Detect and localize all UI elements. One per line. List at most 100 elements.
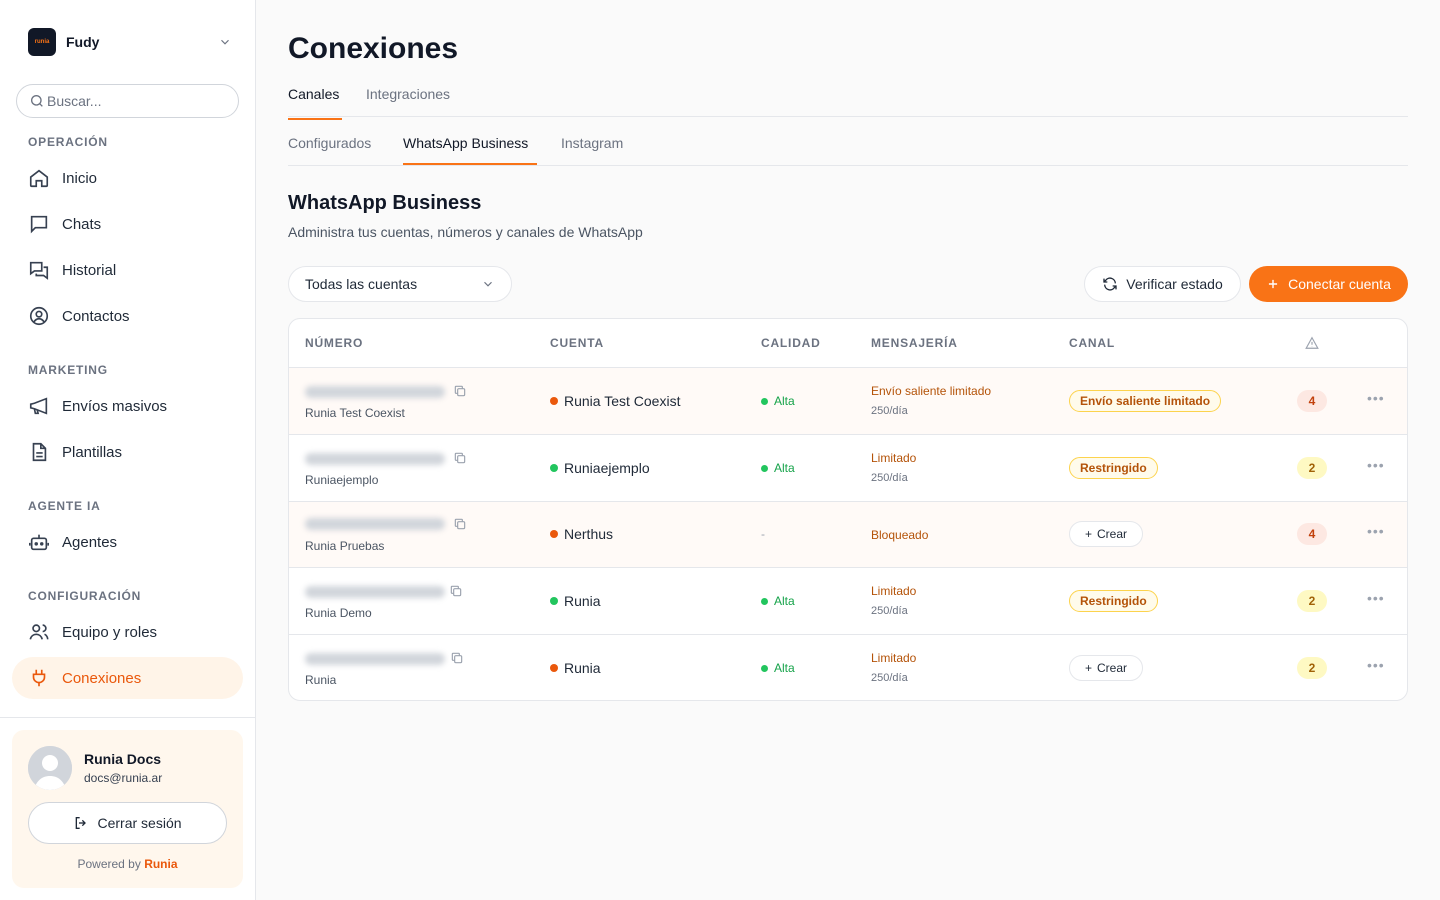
copy-icon[interactable] (453, 451, 467, 465)
warning-count-badge: 4 (1297, 390, 1327, 412)
header-channel: CANAL (1069, 336, 1115, 350)
nav-item-historial[interactable]: Historial (12, 249, 243, 291)
number-account-label: Runia Pruebas (305, 539, 385, 553)
quality-dot (761, 664, 768, 672)
connect-account-button[interactable]: Conectar cuenta (1249, 266, 1408, 302)
logout-icon (76, 817, 87, 829)
more-options-icon[interactable]: ••• (1367, 523, 1385, 539)
tab-canales[interactable]: Canales (288, 86, 342, 120)
nav-item-conexiones[interactable]: Conexiones (12, 657, 243, 699)
more-options-icon[interactable]: ••• (1367, 590, 1385, 606)
create-channel-label: Crear (1097, 527, 1128, 541)
nav-item-label: Conexiones (62, 669, 142, 687)
number-account-label: Runia Test Coexist (305, 406, 405, 420)
create-channel-button[interactable]: + Crear (1069, 655, 1143, 681)
table-row: Runia Runia Alta Limitado 250/día + Crear… (289, 635, 1407, 700)
section-subtitle: Administra tus cuentas, números y canale… (288, 224, 643, 240)
copy-icon[interactable] (453, 517, 467, 531)
history-icon (28, 259, 50, 281)
workspace-switcher[interactable]: runia Fudy (28, 28, 232, 56)
phone-number-redacted (305, 386, 445, 398)
account-name: Runiaejemplo (550, 460, 650, 476)
subtab-whatsapp-business[interactable]: WhatsApp Business (403, 135, 537, 165)
tab-integraciones[interactable]: Integraciones (366, 86, 451, 102)
quality-value: Alta (761, 594, 795, 608)
warning-count-badge: 2 (1297, 657, 1327, 679)
create-channel-label: Crear (1097, 661, 1128, 675)
chevron-down-icon (221, 39, 229, 45)
subtab-instagram[interactable]: Instagram (561, 135, 624, 151)
header-quality: CALIDAD (761, 336, 821, 350)
quality-value: Alta (761, 661, 795, 675)
nav-item-plantillas[interactable]: Plantillas (12, 431, 243, 473)
nav-item-contactos[interactable]: Contactos (12, 295, 243, 337)
number-account-label: Runiaejemplo (305, 473, 379, 487)
sidebar-divider (0, 717, 256, 718)
phone-number-redacted (305, 653, 445, 665)
warning-icon (1305, 336, 1319, 349)
account-filter-select[interactable]: Todas las cuentas (288, 266, 512, 302)
create-channel-button[interactable]: + Crear (1069, 521, 1143, 547)
quality-value: Alta (761, 394, 795, 408)
home-icon (28, 167, 50, 189)
search-box[interactable] (16, 84, 239, 118)
powered-by-brand-link[interactable]: Runia (144, 857, 178, 871)
account-name-text: Runia (564, 660, 601, 676)
workspace-name: Fudy (66, 34, 100, 50)
number-account-label: Runia (305, 673, 337, 687)
copy-icon[interactable] (453, 384, 467, 398)
account-name-text: Runia (564, 593, 601, 609)
account-name: Runia (550, 660, 601, 676)
nav-item-equipo-roles[interactable]: Equipo y roles (12, 611, 243, 653)
channel-status-badge: Restringido (1069, 457, 1158, 479)
messaging-limit: 250/día (871, 605, 908, 617)
table-row: Runiaejemplo Runiaejemplo Alta Limitado … (289, 435, 1407, 502)
number-account-label: Runia Demo (305, 606, 372, 620)
logout-button[interactable]: Cerrar sesión (28, 802, 227, 844)
more-options-icon[interactable]: ••• (1367, 390, 1385, 406)
search-input[interactable] (47, 93, 227, 109)
nav-item-label: Contactos (62, 307, 130, 325)
warning-count-badge: 2 (1297, 457, 1327, 479)
verify-status-button[interactable]: Verificar estado (1084, 266, 1241, 302)
quality-dot (761, 397, 768, 405)
phone-number-redacted (305, 453, 445, 465)
header-number: NÚMERO (305, 336, 364, 350)
nav-item-label: Chats (62, 215, 102, 233)
header-divider (289, 367, 1407, 368)
messaging-limit: 250/día (871, 472, 908, 484)
plus-icon: + (1084, 661, 1092, 675)
users-icon (28, 621, 50, 643)
messaging-status: Envío saliente limitado (871, 384, 992, 398)
nav-item-label: Equipo y roles (62, 623, 158, 641)
copy-icon[interactable] (449, 584, 463, 598)
more-options-icon[interactable]: ••• (1367, 457, 1385, 473)
messaging-status: Limitado (871, 451, 917, 465)
copy-icon[interactable] (450, 651, 464, 665)
header-account: CUENTA (550, 336, 604, 350)
account-name: Runia Test Coexist (550, 393, 680, 409)
nav-section-agente-ia: AGENTE IA (28, 499, 101, 513)
quality-text: Alta (774, 594, 795, 608)
avatar (28, 746, 72, 790)
chat-icon (28, 213, 50, 235)
messaging-limit: 250/día (871, 405, 908, 417)
nav-item-inicio[interactable]: Inicio (12, 157, 243, 199)
document-icon (28, 441, 50, 463)
nav-item-chats[interactable]: Chats (12, 203, 243, 245)
user-name: Runia Docs (84, 751, 162, 767)
refresh-icon (1103, 277, 1117, 291)
status-dot (550, 530, 558, 538)
header-messaging: MENSAJERÍA (871, 336, 958, 350)
status-dot (550, 664, 558, 672)
status-dot (550, 597, 558, 605)
more-options-icon[interactable]: ••• (1367, 657, 1385, 673)
nav-item-envios-masivos[interactable]: Envíos masivos (12, 385, 243, 427)
subtab-configurados[interactable]: Configurados (288, 135, 372, 151)
powered-by-text: Powered by (77, 857, 141, 871)
quality-value: Alta (761, 461, 795, 475)
quality-dot (761, 464, 768, 472)
nav-item-agentes[interactable]: Agentes (12, 521, 243, 563)
account-name-text: Runiaejemplo (564, 460, 650, 476)
channel-status-badge: Restringido (1069, 590, 1158, 612)
